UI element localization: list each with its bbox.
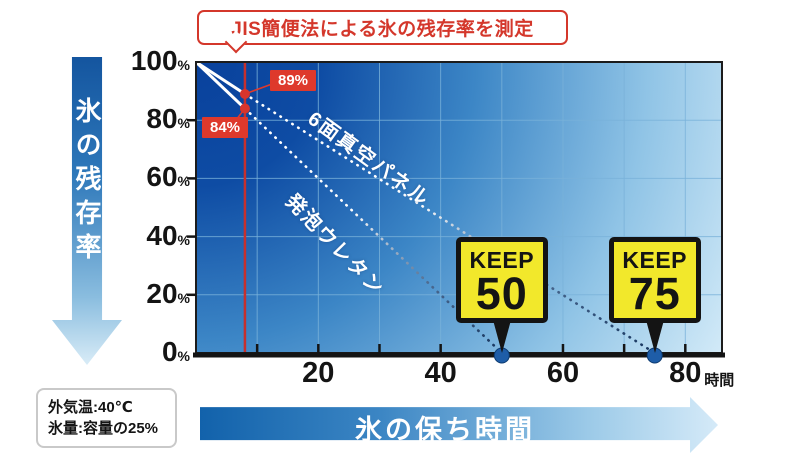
y-tick-label: 100% [130, 45, 190, 76]
y-tick-label: 20% [146, 277, 190, 309]
series-line-solid [194, 60, 246, 110]
keep-50-badge: KEEP 50 [455, 237, 548, 323]
x-tick-label: 40 [424, 357, 457, 389]
keep-75-pointer-triangle [645, 320, 664, 353]
keep-50-pointer-triangle [492, 320, 511, 353]
measurement-point-dot [239, 89, 250, 100]
x-tick-label: 20 [302, 357, 335, 389]
y-tick-label: 0% [161, 336, 190, 367]
y-tick-label: 40% [146, 219, 190, 251]
test-conditions-box: 外気温:40℃ 氷量:容量の25% [36, 388, 177, 448]
condition-ice-amount: 氷量:容量の25% [48, 420, 159, 437]
x-tick-label: 60 [546, 357, 580, 389]
x-axis-arrow-label: 氷の保ち時間 [355, 415, 535, 445]
keep-75-badge: KEEP 75 [608, 237, 701, 323]
callout-89-percent: 89% [270, 70, 317, 91]
y-tick-label: 60% [146, 161, 190, 193]
keep-50-hours: 50 [475, 268, 528, 319]
title-bubble: JIS簡便法による氷の残存率を測定 [197, 10, 568, 45]
condition-ambient-temp: 外気温:40℃ [48, 399, 133, 416]
measurement-point-dot [239, 103, 250, 114]
callout-84-percent: 84% [202, 117, 249, 138]
keep-75-hours: 75 [628, 268, 681, 319]
series-line-solid [195, 60, 246, 96]
y-tick-label: 80% [146, 103, 190, 135]
y-axis-arrow-label-wrap: 氷の残存率 [52, 97, 122, 267]
y-axis-label: 氷の残存率 [72, 97, 102, 267]
x-axis-unit-label: 時間 [704, 372, 735, 389]
keep-50-word: KEEP [469, 247, 535, 273]
keep-75-word: KEEP [622, 247, 688, 273]
chart-title: JIS簡便法による氷の残存率を測定 [231, 19, 534, 40]
x-tick-label: 80 [669, 357, 702, 389]
